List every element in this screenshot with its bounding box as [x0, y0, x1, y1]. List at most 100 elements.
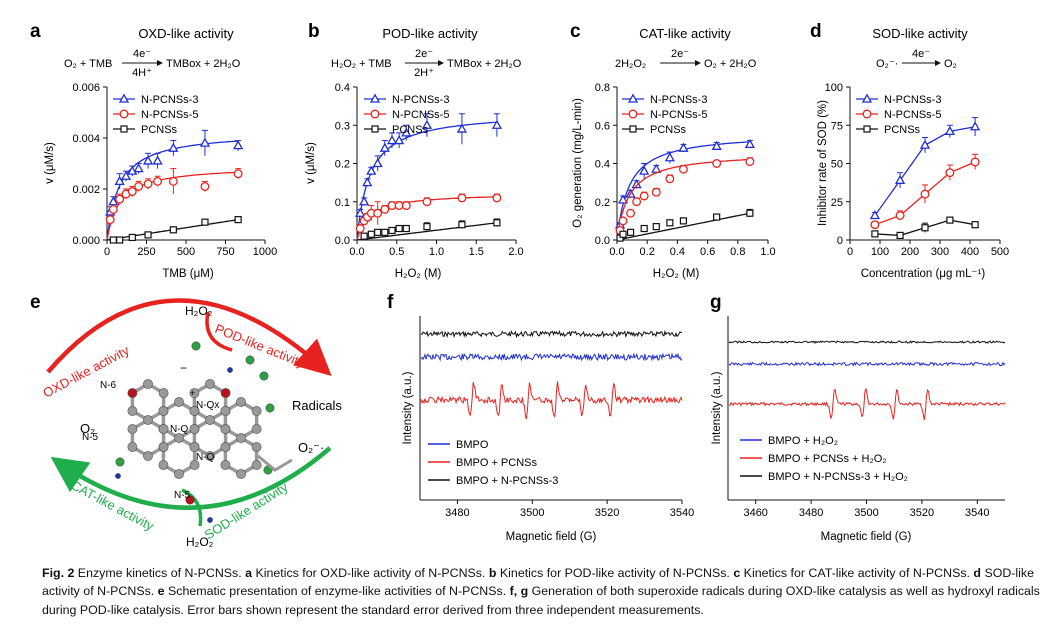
atom-label: N-Q [170, 424, 189, 435]
x-tick-label: 400 [961, 246, 979, 258]
epr-g-trace-bmpo [728, 340, 1006, 344]
figure-caption: Fig. 2 Enzyme kinetics of N-PCNSs. a Kin… [42, 564, 1042, 619]
panel-letter-a: a [30, 21, 41, 42]
substituent-atom [227, 367, 233, 373]
caption-text: Kinetics for OXD-like activity of N-PCNS… [252, 566, 489, 580]
atom [127, 442, 138, 452]
legend-marker [369, 93, 381, 103]
x-tick-label: 0.4 [670, 246, 685, 258]
legend-label: PCNSs [650, 124, 687, 136]
epr-panel-f: 3480 3500 3520 3540 Intensity (a.u.) Magnet… [402, 316, 694, 543]
atom [189, 388, 200, 398]
y-tick-label: 0.1 [335, 197, 350, 209]
x-tick-label: 750 [216, 246, 234, 258]
data-point [895, 211, 905, 220]
atom [127, 406, 138, 416]
ylabel-a: v (μM/s) [44, 142, 56, 184]
label-radicals: Radicals [292, 398, 342, 413]
y-tick-label: 0.4 [595, 159, 610, 171]
data-point [626, 208, 636, 218]
data-point [153, 176, 163, 186]
data-point [640, 224, 648, 233]
xlabel-d: Concentration (μg mL⁻¹) [861, 268, 986, 280]
atom [236, 397, 246, 407]
data-point [105, 215, 115, 225]
data-point [381, 228, 389, 236]
substituent-atom [115, 457, 125, 467]
red-arc-arrow [46, 298, 332, 377]
data-point [971, 221, 979, 229]
x-tick-label: 500 [177, 246, 195, 258]
caption-ref-e: e [157, 584, 165, 599]
atom [174, 469, 184, 479]
svg-text:4H⁺: 4H⁺ [132, 67, 152, 79]
data-point [639, 191, 649, 201]
data-point [168, 142, 179, 152]
data-point [423, 223, 431, 231]
label-o2: O₂ [80, 421, 95, 436]
legend-label: BMPO + PCNSs + H₂O₂ [768, 453, 887, 465]
atom [251, 460, 262, 470]
legend-label: BMPO + N-PCNSs-3 [456, 475, 558, 487]
x-tick-label: 300 [931, 246, 949, 258]
y-tick-label: 0.6 [595, 120, 610, 132]
panel-letter-e: e [30, 292, 41, 313]
title-d: SOD-like activity [872, 26, 968, 41]
label-oxd: OXD-like activity [40, 342, 132, 400]
ring-bond [161, 435, 197, 477]
data-point [134, 181, 144, 191]
data-point [379, 142, 390, 152]
atom [158, 442, 169, 452]
atom [158, 388, 169, 398]
atom-label: N-5 [82, 432, 99, 443]
data-point [422, 197, 432, 207]
reaction-b: H₂O₂ + TMB 2e⁻ 2H⁺ TMBox + 2H₂O [331, 48, 522, 79]
ring-bond [223, 435, 259, 477]
svg-text:O₂: O₂ [944, 58, 957, 70]
legend-label: BMPO [456, 439, 489, 451]
figure-canvas: a b c d e f g OXD-like activity POD-like… [30, 21, 1009, 549]
green-branch [181, 488, 203, 527]
legend-label: N-PCNSs-5 [884, 109, 941, 121]
data-point [108, 204, 118, 214]
data-point [713, 213, 721, 221]
svg-text:4e⁻: 4e⁻ [133, 48, 151, 60]
atom [220, 424, 231, 434]
data-point [133, 163, 144, 173]
data-point [143, 179, 153, 189]
atom [189, 406, 200, 416]
side-chain [257, 454, 293, 472]
atom [251, 406, 262, 416]
title-b: POD-like activity [382, 26, 478, 41]
data-point [395, 224, 403, 233]
reaction-d: O₂⁻· 4e⁻ O₂ [876, 48, 957, 70]
substituent-atom [191, 341, 201, 351]
caption-ref-d: d [973, 566, 981, 580]
svg-text:2e⁻: 2e⁻ [671, 48, 689, 60]
atom-label: N-5 [174, 490, 191, 501]
atom [143, 451, 153, 461]
x-tick-label: 2.0 [508, 246, 523, 258]
data-point [127, 165, 138, 175]
svg-text:2H⁺: 2H⁺ [414, 67, 434, 79]
data-point [457, 193, 467, 203]
y-tick-label: 75 [831, 120, 843, 132]
ring-bond [223, 399, 259, 441]
legend-marker [119, 109, 129, 119]
title-c: CAT-like activity [639, 26, 731, 41]
legend-label: PCNSs [884, 124, 921, 136]
data-point [894, 174, 906, 184]
data-point [372, 157, 383, 168]
legend-label: PCNSs [392, 124, 429, 136]
legend-marker [863, 125, 871, 133]
caption-fig-label: Fig. 2 [42, 566, 75, 580]
x-tick-label: 0.8 [730, 246, 745, 258]
epr-panel-g: 3460 3480 3500 3520 3540 Intensity (a.u.) Ma… [711, 316, 1006, 543]
legend-label: N-PCNSs-5 [141, 109, 198, 121]
data-point [652, 223, 660, 231]
x-tick-label: 0.2 [640, 246, 655, 258]
data-point [168, 176, 178, 186]
x-tick-label: 1000 [253, 246, 277, 258]
substituent-atom [185, 495, 195, 505]
epr-f-trace-pcnss [420, 352, 683, 362]
